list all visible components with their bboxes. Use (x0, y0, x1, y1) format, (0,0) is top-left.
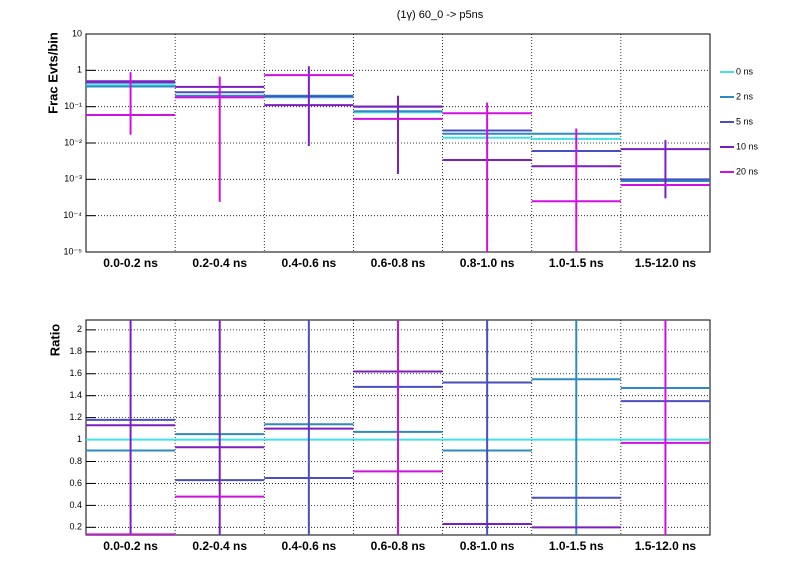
x-tick-label: 0.6-0.8 ns (371, 256, 426, 270)
y-tick-label: 0.6 (69, 478, 82, 488)
x-tick-label: 0.8-1.0 ns (460, 539, 515, 553)
legend-label: 2 ns (736, 91, 754, 101)
x-tick-label: 0.4-0.6 ns (282, 256, 337, 270)
series-group (86, 66, 710, 252)
x-tick-label: 1.5-12.0 ns (635, 539, 697, 553)
y-tick-label: 0.4 (69, 500, 82, 510)
x-tick-label: 1.5-12.0 ns (635, 256, 697, 270)
y-tick-label: 2 (77, 324, 82, 334)
legend-label: 0 ns (736, 66, 754, 76)
y-tick-label: 10 (72, 28, 82, 38)
series-group (86, 320, 710, 535)
y-tick-label: 1.2 (69, 412, 82, 422)
y-tick-label: 10⁻² (64, 137, 82, 147)
x-tick-label: 0.6-0.8 ns (371, 539, 426, 553)
y-tick-label: 10⁻¹ (64, 101, 82, 111)
y-tick-label: 10⁻⁵ (64, 246, 83, 256)
y-axis-title: Frac Evts/bin (45, 32, 60, 114)
y-tick-label: 1.6 (69, 368, 82, 378)
y-tick-label: 10⁻⁴ (63, 210, 82, 220)
x-tick-label: 0.4-0.6 ns (282, 539, 337, 553)
y-tick-label: 10⁻³ (64, 174, 82, 184)
y-tick-label: 0.2 (69, 522, 82, 532)
x-tick-label: 1.0-1.5 ns (549, 539, 604, 553)
legend-label: 20 ns (736, 166, 759, 176)
y-tick-label: 0.8 (69, 456, 82, 466)
x-tick-label: 0.0-0.2 ns (103, 256, 158, 270)
y-tick-label: 1 (77, 65, 82, 75)
y-tick-label: 1.4 (69, 390, 82, 400)
x-tick-label: 0.0-0.2 ns (103, 539, 158, 553)
x-tick-label: 0.2-0.4 ns (192, 539, 247, 553)
x-tick-label: 0.8-1.0 ns (460, 256, 515, 270)
legend-label: 5 ns (736, 116, 754, 126)
y-tick-label: 1.8 (69, 346, 82, 356)
x-tick-label: 0.2-0.4 ns (192, 256, 247, 270)
x-tick-label: 1.0-1.5 ns (549, 256, 604, 270)
chart-title: (1γ) 60_0 -> p5ns (397, 9, 484, 21)
y-tick-label: 1 (77, 434, 82, 444)
y-axis-title: Ratio (47, 324, 62, 357)
legend-label: 10 ns (736, 141, 759, 151)
